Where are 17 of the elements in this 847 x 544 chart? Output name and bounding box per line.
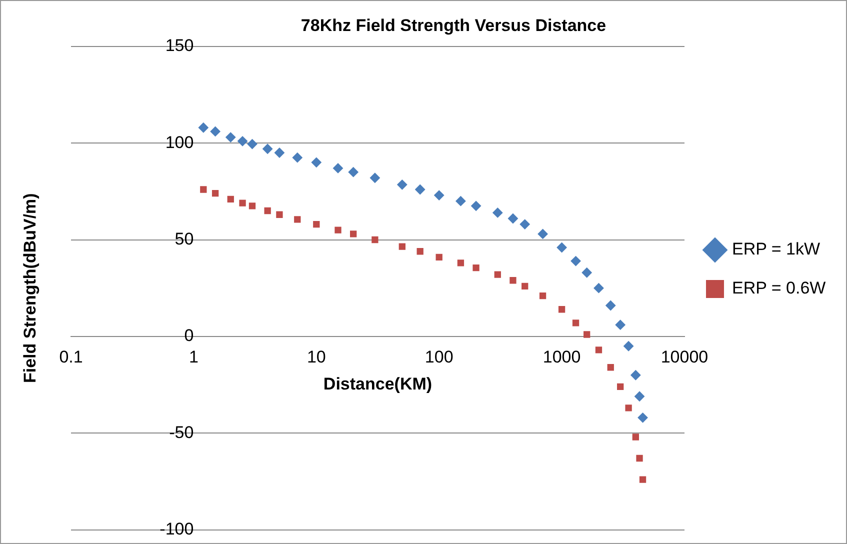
x-tick-label: 1000 bbox=[542, 347, 581, 366]
y-tick-label: 100 bbox=[165, 132, 194, 152]
x-tick-label: 1 bbox=[188, 347, 198, 366]
y-tick-label: 50 bbox=[174, 229, 194, 248]
y-tick-label: -100 bbox=[160, 519, 194, 538]
y-tick-label: 0 bbox=[184, 326, 194, 346]
x-tick-label: 0.1 bbox=[59, 347, 83, 366]
y-tick-label: -50 bbox=[169, 422, 194, 442]
x-tick-label: 10000 bbox=[660, 347, 708, 366]
legend-label: ERP = 1kW bbox=[732, 240, 820, 259]
y-axis-title: Field Strength(dBuV/m) bbox=[20, 193, 40, 384]
x-axis-title: Distance(KM) bbox=[323, 374, 432, 394]
x-tick-label: 10 bbox=[306, 347, 326, 366]
chart-title: 78Khz Field Strength Versus Distance bbox=[300, 16, 606, 35]
legend-label: ERP = 0.6W bbox=[732, 278, 826, 298]
y-tick-label: 150 bbox=[165, 36, 194, 56]
x-tick-label: 100 bbox=[424, 347, 454, 366]
